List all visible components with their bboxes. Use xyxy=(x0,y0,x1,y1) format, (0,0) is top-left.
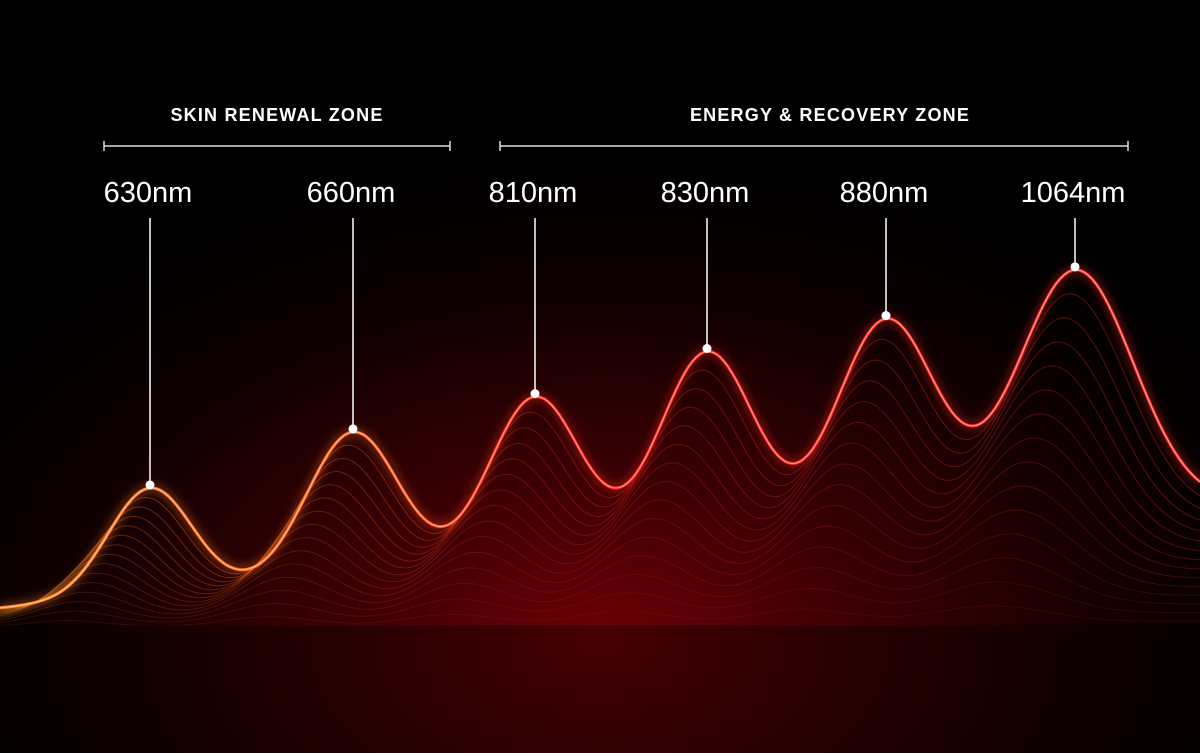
peak-dot xyxy=(881,311,891,321)
wavelength-label: 630nm xyxy=(104,177,193,209)
mesh-line xyxy=(0,533,1200,620)
mesh-line xyxy=(0,485,1200,617)
mesh-line xyxy=(0,437,1200,615)
peak-dot xyxy=(702,343,712,353)
mesh-line xyxy=(0,389,1200,613)
wavelength-label: 830nm xyxy=(661,177,750,209)
mesh-line xyxy=(0,461,1200,616)
mesh-line xyxy=(0,509,1200,618)
zone-label: ENERGY & RECOVERY ZONE xyxy=(690,105,970,125)
peak-dot xyxy=(1070,262,1080,272)
mesh-line xyxy=(0,365,1200,612)
mesh-line xyxy=(0,317,1200,610)
mesh-line xyxy=(0,293,1200,610)
peak-dot xyxy=(145,480,155,490)
mesh-line xyxy=(0,557,1200,621)
peak-dot xyxy=(530,389,540,399)
mesh-line xyxy=(0,413,1200,614)
floor-reflection xyxy=(0,625,1200,753)
wave-mesh xyxy=(0,268,1200,753)
mesh-line xyxy=(0,581,1200,624)
mesh-line xyxy=(0,605,1200,627)
wavelength-label: 880nm xyxy=(840,177,929,209)
mesh-line xyxy=(0,341,1200,611)
zone-label: SKIN RENEWAL ZONE xyxy=(170,105,383,125)
wave-core xyxy=(0,269,1200,609)
wavelength-label: 1064nm xyxy=(1021,177,1126,209)
labels: SKIN RENEWAL ZONE ENERGY & RECOVERY ZONE… xyxy=(103,105,1129,490)
wavelength-label: 660nm xyxy=(307,177,396,209)
wavelength-label: 810nm xyxy=(489,177,578,209)
peak-dot xyxy=(348,424,358,434)
